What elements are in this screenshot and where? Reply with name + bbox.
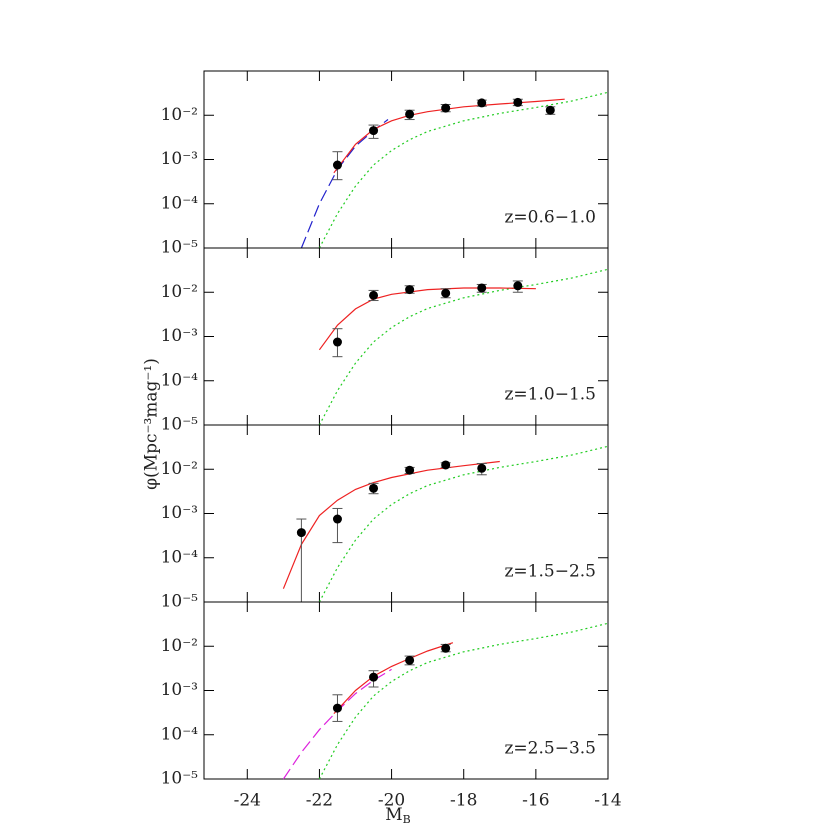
curve: [318, 622, 609, 780]
data-point: [405, 655, 415, 665]
y-tick-label: 10⁻³: [161, 680, 198, 700]
data-point: [332, 703, 342, 713]
data-point: [513, 281, 523, 291]
data-point: [441, 460, 451, 470]
data-point: [545, 105, 555, 115]
y-tick-label: 10⁻²: [161, 636, 198, 656]
data-point: [369, 126, 379, 136]
curve: [318, 268, 609, 426]
panel-annotation: z=0.6−1.0: [504, 208, 596, 228]
data-point: [441, 643, 451, 653]
data-point: [477, 463, 487, 473]
curve: [333, 642, 454, 715]
data-point: [477, 283, 487, 293]
data-point: [441, 288, 451, 298]
panel-annotation: z=1.0−1.5: [504, 385, 596, 405]
curve: [318, 445, 609, 603]
data-point: [477, 98, 487, 108]
y-tick-label: 10⁻³: [161, 503, 198, 523]
y-tick-label: 10⁻⁵: [161, 592, 199, 612]
panel-annotation: z=2.5−3.5: [504, 739, 596, 759]
data-point: [369, 483, 379, 493]
x-axis-label-subscript: B: [403, 813, 411, 826]
data-point: [369, 672, 379, 682]
curve: [318, 91, 609, 249]
data-point: [296, 528, 306, 538]
x-axis-label: MB: [385, 805, 411, 827]
y-tick-label: 10⁻⁴: [161, 724, 199, 744]
data-point: [369, 290, 379, 300]
y-tick-label: 10⁻⁵: [161, 238, 199, 258]
x-axis-label-text: M: [385, 805, 402, 825]
y-tick-label: 10⁻³: [161, 149, 198, 169]
data-point: [405, 465, 415, 475]
x-tick-label: -20: [378, 791, 405, 811]
y-tick-label: 10⁻²: [161, 105, 198, 125]
data-point: [405, 285, 415, 295]
curve: [282, 460, 500, 589]
data-point: [441, 103, 451, 113]
y-axis-label: φ(Mpc⁻³mag⁻¹): [142, 358, 162, 490]
y-tick-label: 10⁻⁵: [161, 415, 199, 435]
curve: [318, 287, 536, 351]
x-tick-label: -14: [594, 791, 621, 811]
y-tick-label: 10⁻⁴: [161, 547, 199, 567]
y-tick-label: 10⁻⁴: [161, 193, 199, 213]
y-tick-label: 10⁻³: [161, 326, 198, 346]
data-point: [332, 160, 342, 170]
x-tick-label: -22: [306, 791, 333, 811]
data-point: [513, 97, 523, 107]
x-tick-label: -16: [522, 791, 549, 811]
data-point: [332, 337, 342, 347]
y-tick-label: 10⁻²: [161, 282, 198, 302]
x-tick-label: -24: [234, 791, 261, 811]
data-point: [332, 514, 342, 524]
data-point: [405, 109, 415, 119]
y-tick-label: 10⁻⁵: [161, 769, 199, 789]
x-tick-label: -18: [450, 791, 477, 811]
panel-annotation: z=1.5−2.5: [504, 562, 596, 582]
y-tick-label: 10⁻⁴: [161, 370, 199, 390]
curve: [282, 668, 392, 780]
y-tick-label: 10⁻²: [161, 459, 198, 479]
